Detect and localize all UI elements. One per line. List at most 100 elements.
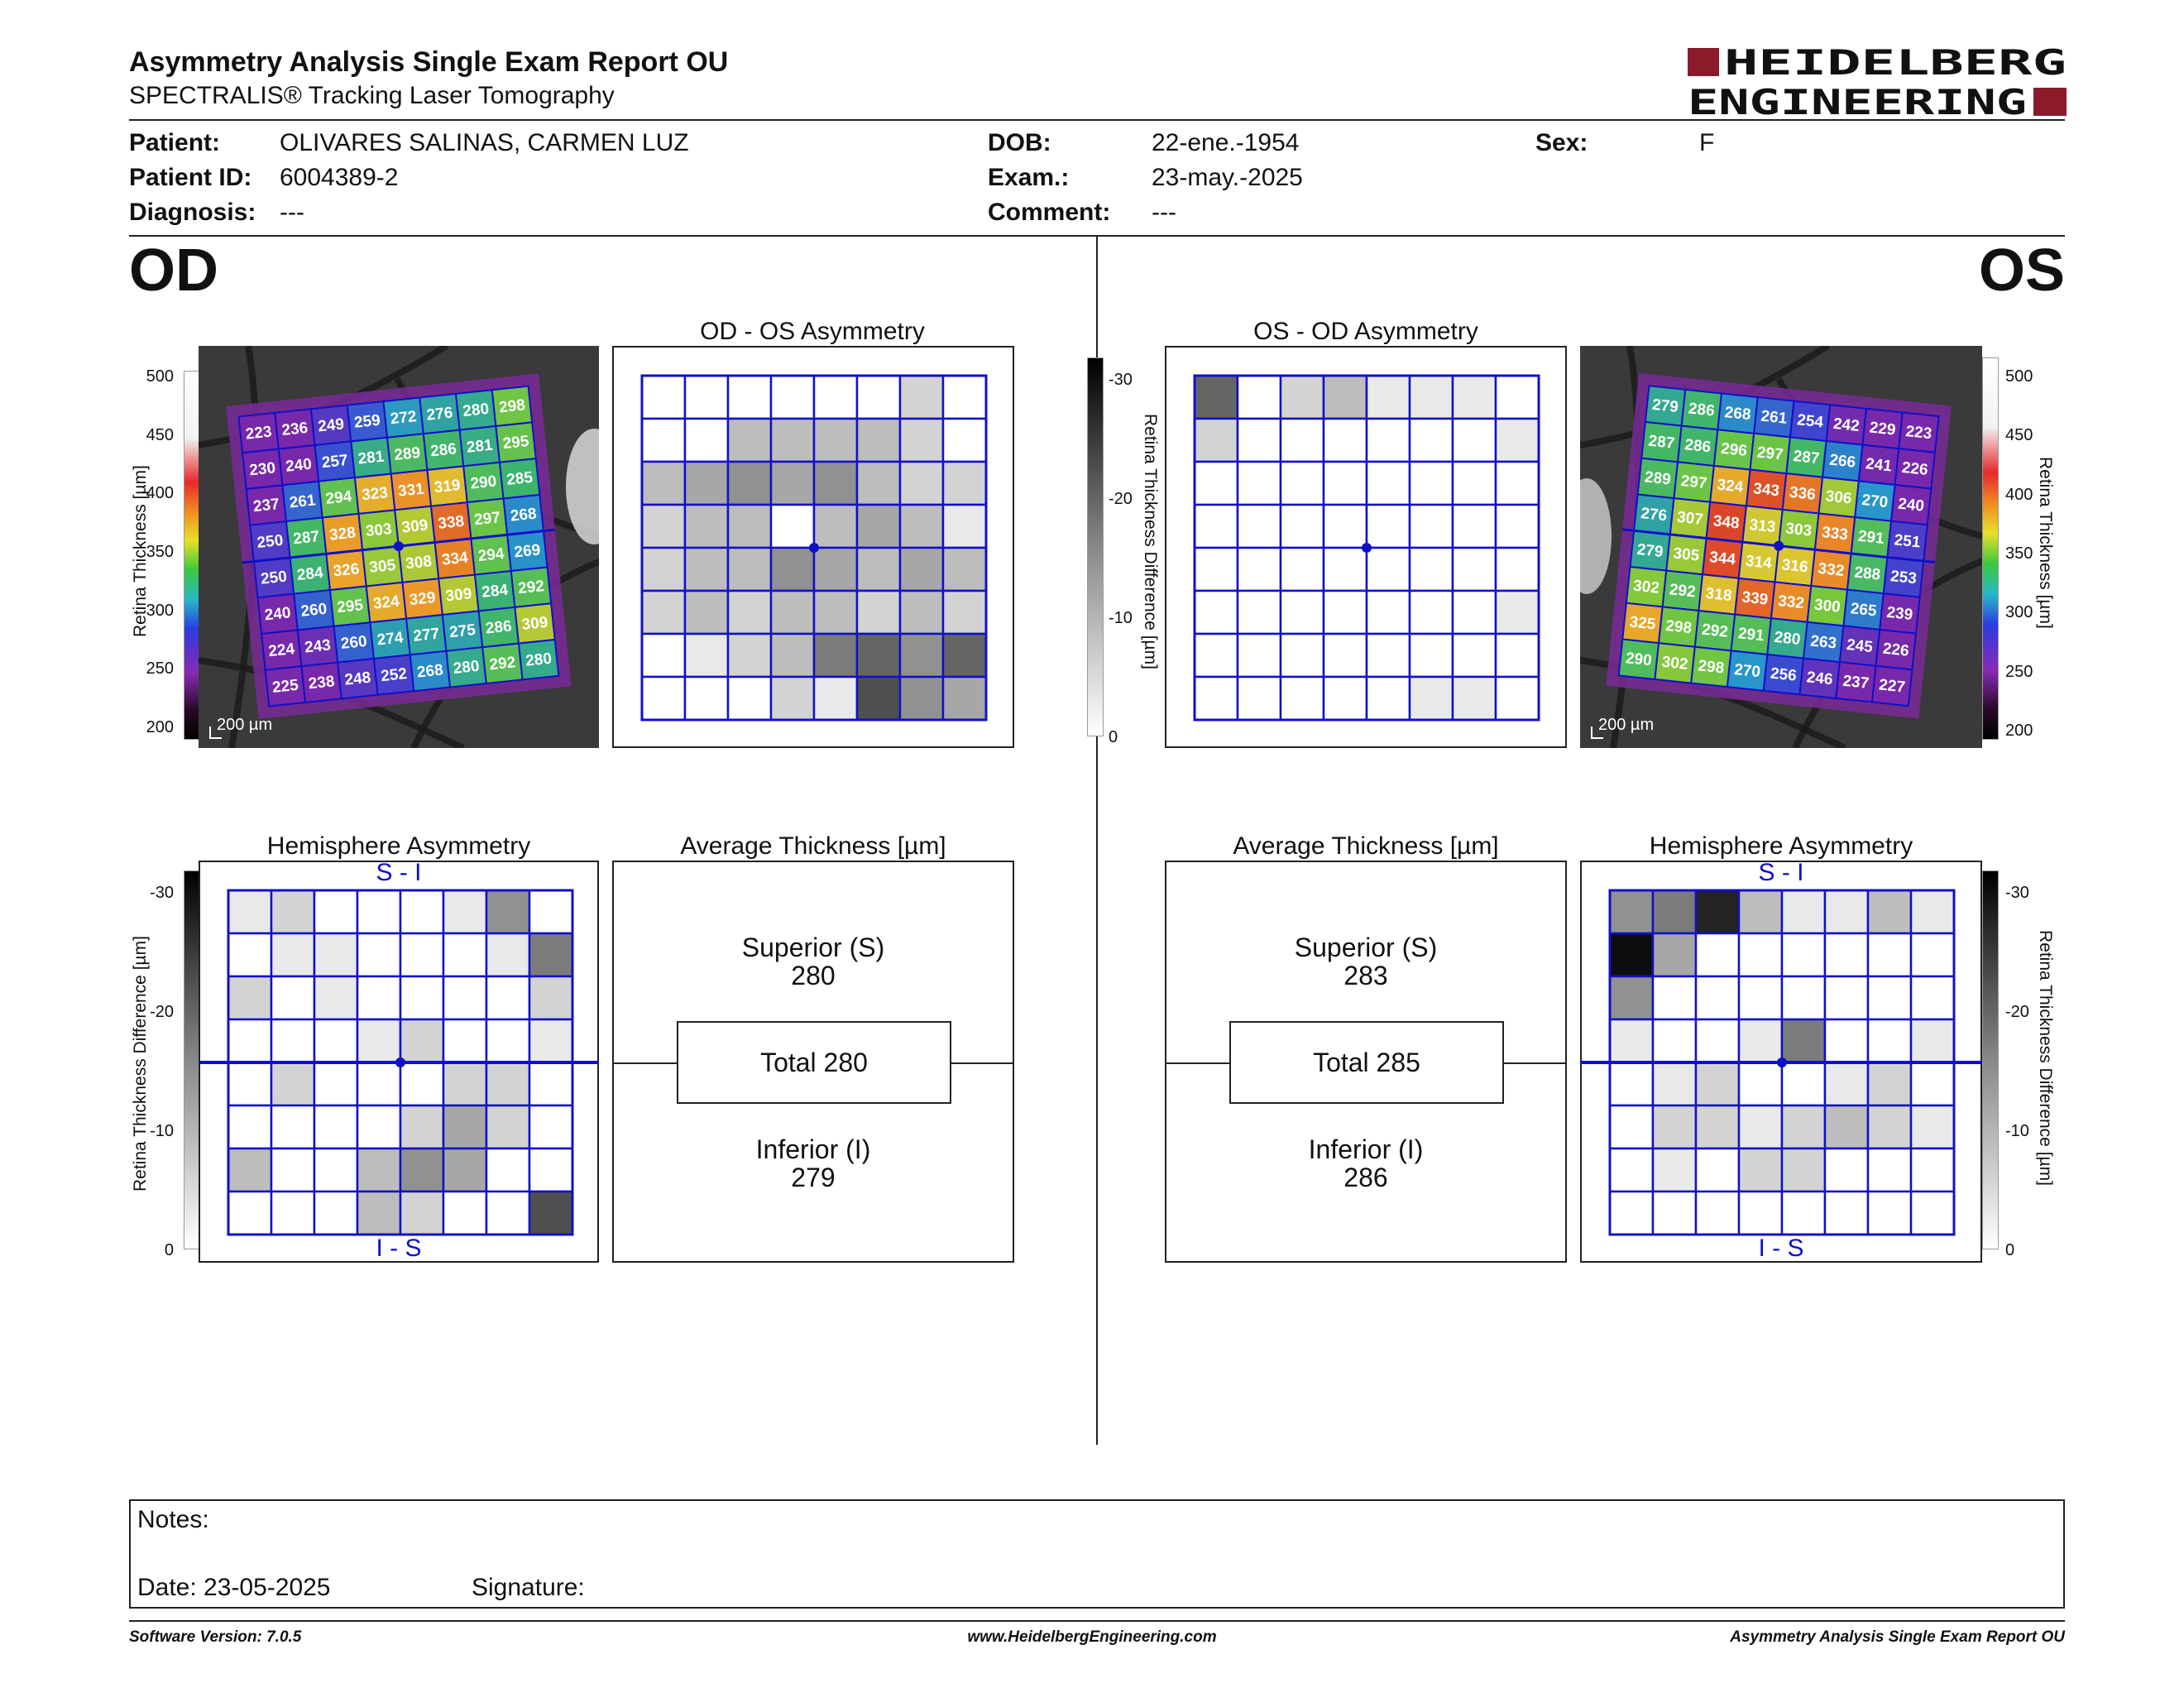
od-hemi-center-dot xyxy=(395,1057,405,1067)
os-thickness-value: 279 xyxy=(1651,396,1679,416)
od-thickness-value: 238 xyxy=(308,673,336,693)
od-thickness-value: 225 xyxy=(271,677,299,697)
os-asym-cell xyxy=(1236,589,1282,635)
os-hemi-cell xyxy=(1694,932,1741,978)
od-thickness-value: 281 xyxy=(357,448,386,468)
od-thickness-value: 240 xyxy=(285,456,313,476)
os-thickness-value: 297 xyxy=(1756,444,1784,463)
os-hemi-cell xyxy=(1694,1104,1741,1150)
os-hemi-cell xyxy=(1823,1147,1870,1193)
os-hemi-cell xyxy=(1780,889,1827,935)
scale-tick-label: 450 xyxy=(146,425,174,444)
os-thickness-value: 303 xyxy=(1784,520,1813,540)
od-thickness-value: 269 xyxy=(514,541,542,561)
od-hemi-cell xyxy=(227,975,273,1021)
website-link[interactable]: www.HeidelbergEngineering.com xyxy=(967,1628,1217,1646)
od-hemi-cell xyxy=(227,1018,273,1064)
os-hemi-cell xyxy=(1780,1147,1827,1193)
os-hemi-cell xyxy=(1608,1018,1655,1064)
od-hemi-cell xyxy=(528,1061,574,1107)
od-asym-cell xyxy=(769,417,816,463)
od-hemi-cell xyxy=(442,1104,488,1150)
od-thickness-value: 281 xyxy=(466,437,494,457)
scale-tick-label: 350 xyxy=(146,543,174,561)
os-asym-cell xyxy=(1279,589,1325,635)
os-asym-cell xyxy=(1494,460,1540,506)
os-asym-cell xyxy=(1279,460,1325,506)
od-hemi-cell xyxy=(442,932,488,978)
os-hemi-cell xyxy=(1737,1104,1784,1150)
os-hemi-cell xyxy=(1651,1147,1698,1193)
os-hemi-cell xyxy=(1737,975,1784,1021)
os-hemi-cell xyxy=(1608,1104,1655,1150)
od-thickness-value: 259 xyxy=(353,412,381,432)
os-thickness-colorbar xyxy=(1982,357,1999,740)
od-asym-center-dot xyxy=(809,543,819,553)
os-hemi-cell xyxy=(1780,975,1827,1021)
os-hemi-cell xyxy=(1780,1061,1827,1107)
od-asym-cell xyxy=(683,589,730,635)
od-thickness-value: 287 xyxy=(292,528,320,548)
od-hemi-cell xyxy=(528,1018,574,1064)
os-thickness-value: 298 xyxy=(1697,657,1725,677)
od-asym-cell xyxy=(769,632,816,679)
os-total-box: Total 285 xyxy=(1229,1021,1504,1104)
scale-tick-label: -10 xyxy=(1109,609,1133,627)
os-hemi-cell xyxy=(1866,932,1913,978)
od-asym-cell xyxy=(898,632,945,679)
od-hemi-cell xyxy=(399,889,445,935)
os-asym-cell xyxy=(1451,503,1497,549)
sex-value: F xyxy=(1699,129,1715,156)
od-asym-cell xyxy=(640,632,687,679)
heidelberg-logo: HEIDELBERG ENGINEERING xyxy=(1688,45,2067,119)
od-thickness-value: 280 xyxy=(453,658,481,678)
od-thickness-value: 290 xyxy=(470,472,498,492)
os-hemi-cell xyxy=(1909,889,1956,935)
od-thickness-value: 260 xyxy=(340,633,368,653)
footer-report-name: Asymmetry Analysis Single Exam Report OU xyxy=(1730,1628,2065,1646)
os-asym-cell xyxy=(1494,374,1540,420)
os-thickness-value: 332 xyxy=(1818,560,1846,580)
comment-label: Comment: xyxy=(988,199,1111,226)
od-asym-cell xyxy=(941,417,988,463)
os-hemi-cell xyxy=(1694,1147,1741,1193)
os-thickness-value: 261 xyxy=(1760,408,1788,428)
os-hemi-cell xyxy=(1694,1061,1741,1107)
od-thickness-value: 285 xyxy=(505,469,534,489)
os-asym-cell xyxy=(1451,589,1497,635)
od-asym-cell xyxy=(769,460,816,506)
diagnosis-value: --- xyxy=(280,199,304,226)
notes-box[interactable]: Notes: Date: 23-05-2025 Signature: xyxy=(129,1499,2065,1609)
od-thickness-value: 261 xyxy=(289,492,317,511)
os-thickness-value: 270 xyxy=(1861,492,1889,511)
od-hemi-cell xyxy=(270,975,316,1021)
os-thickness-value: 291 xyxy=(1857,528,1885,548)
od-diff-axis-label: Retina Thickness Difference [µm] xyxy=(131,936,150,1192)
od-superior-value: 280 xyxy=(791,961,836,990)
os-thickness-value: 290 xyxy=(1625,650,1653,669)
os-hemi-cell xyxy=(1823,975,1870,1021)
od-thickness-value: 236 xyxy=(281,420,309,439)
os-hemi-cell xyxy=(1866,1147,1913,1193)
od-asym-cell xyxy=(640,417,687,463)
os-thickness-value: 324 xyxy=(1716,477,1744,496)
od-hemi-cell xyxy=(356,932,402,978)
od-asym-cell xyxy=(898,589,945,635)
od-hemi-cell xyxy=(485,1147,531,1193)
od-asym-cell xyxy=(855,417,902,463)
os-asym-cell xyxy=(1365,675,1411,722)
od-eye-label: OD xyxy=(129,237,218,304)
od-hemi-cell xyxy=(356,1147,402,1193)
os-thickness-value: 280 xyxy=(1774,629,1802,649)
os-asym-cell xyxy=(1193,589,1239,635)
os-thickness-value: 314 xyxy=(1745,553,1773,573)
os-hemi-cell xyxy=(1651,975,1698,1021)
footer-rule xyxy=(129,1620,2065,1622)
os-thickness-value: 298 xyxy=(1664,617,1693,637)
os-hemi-cell xyxy=(1866,975,1913,1021)
od-thickness-value: 331 xyxy=(397,481,425,501)
od-asym-cell xyxy=(640,374,687,420)
os-asym-cell xyxy=(1365,589,1411,635)
od-hemi-cell xyxy=(356,889,402,935)
od-asym-title: OD - OS Asymmetry xyxy=(700,318,925,345)
